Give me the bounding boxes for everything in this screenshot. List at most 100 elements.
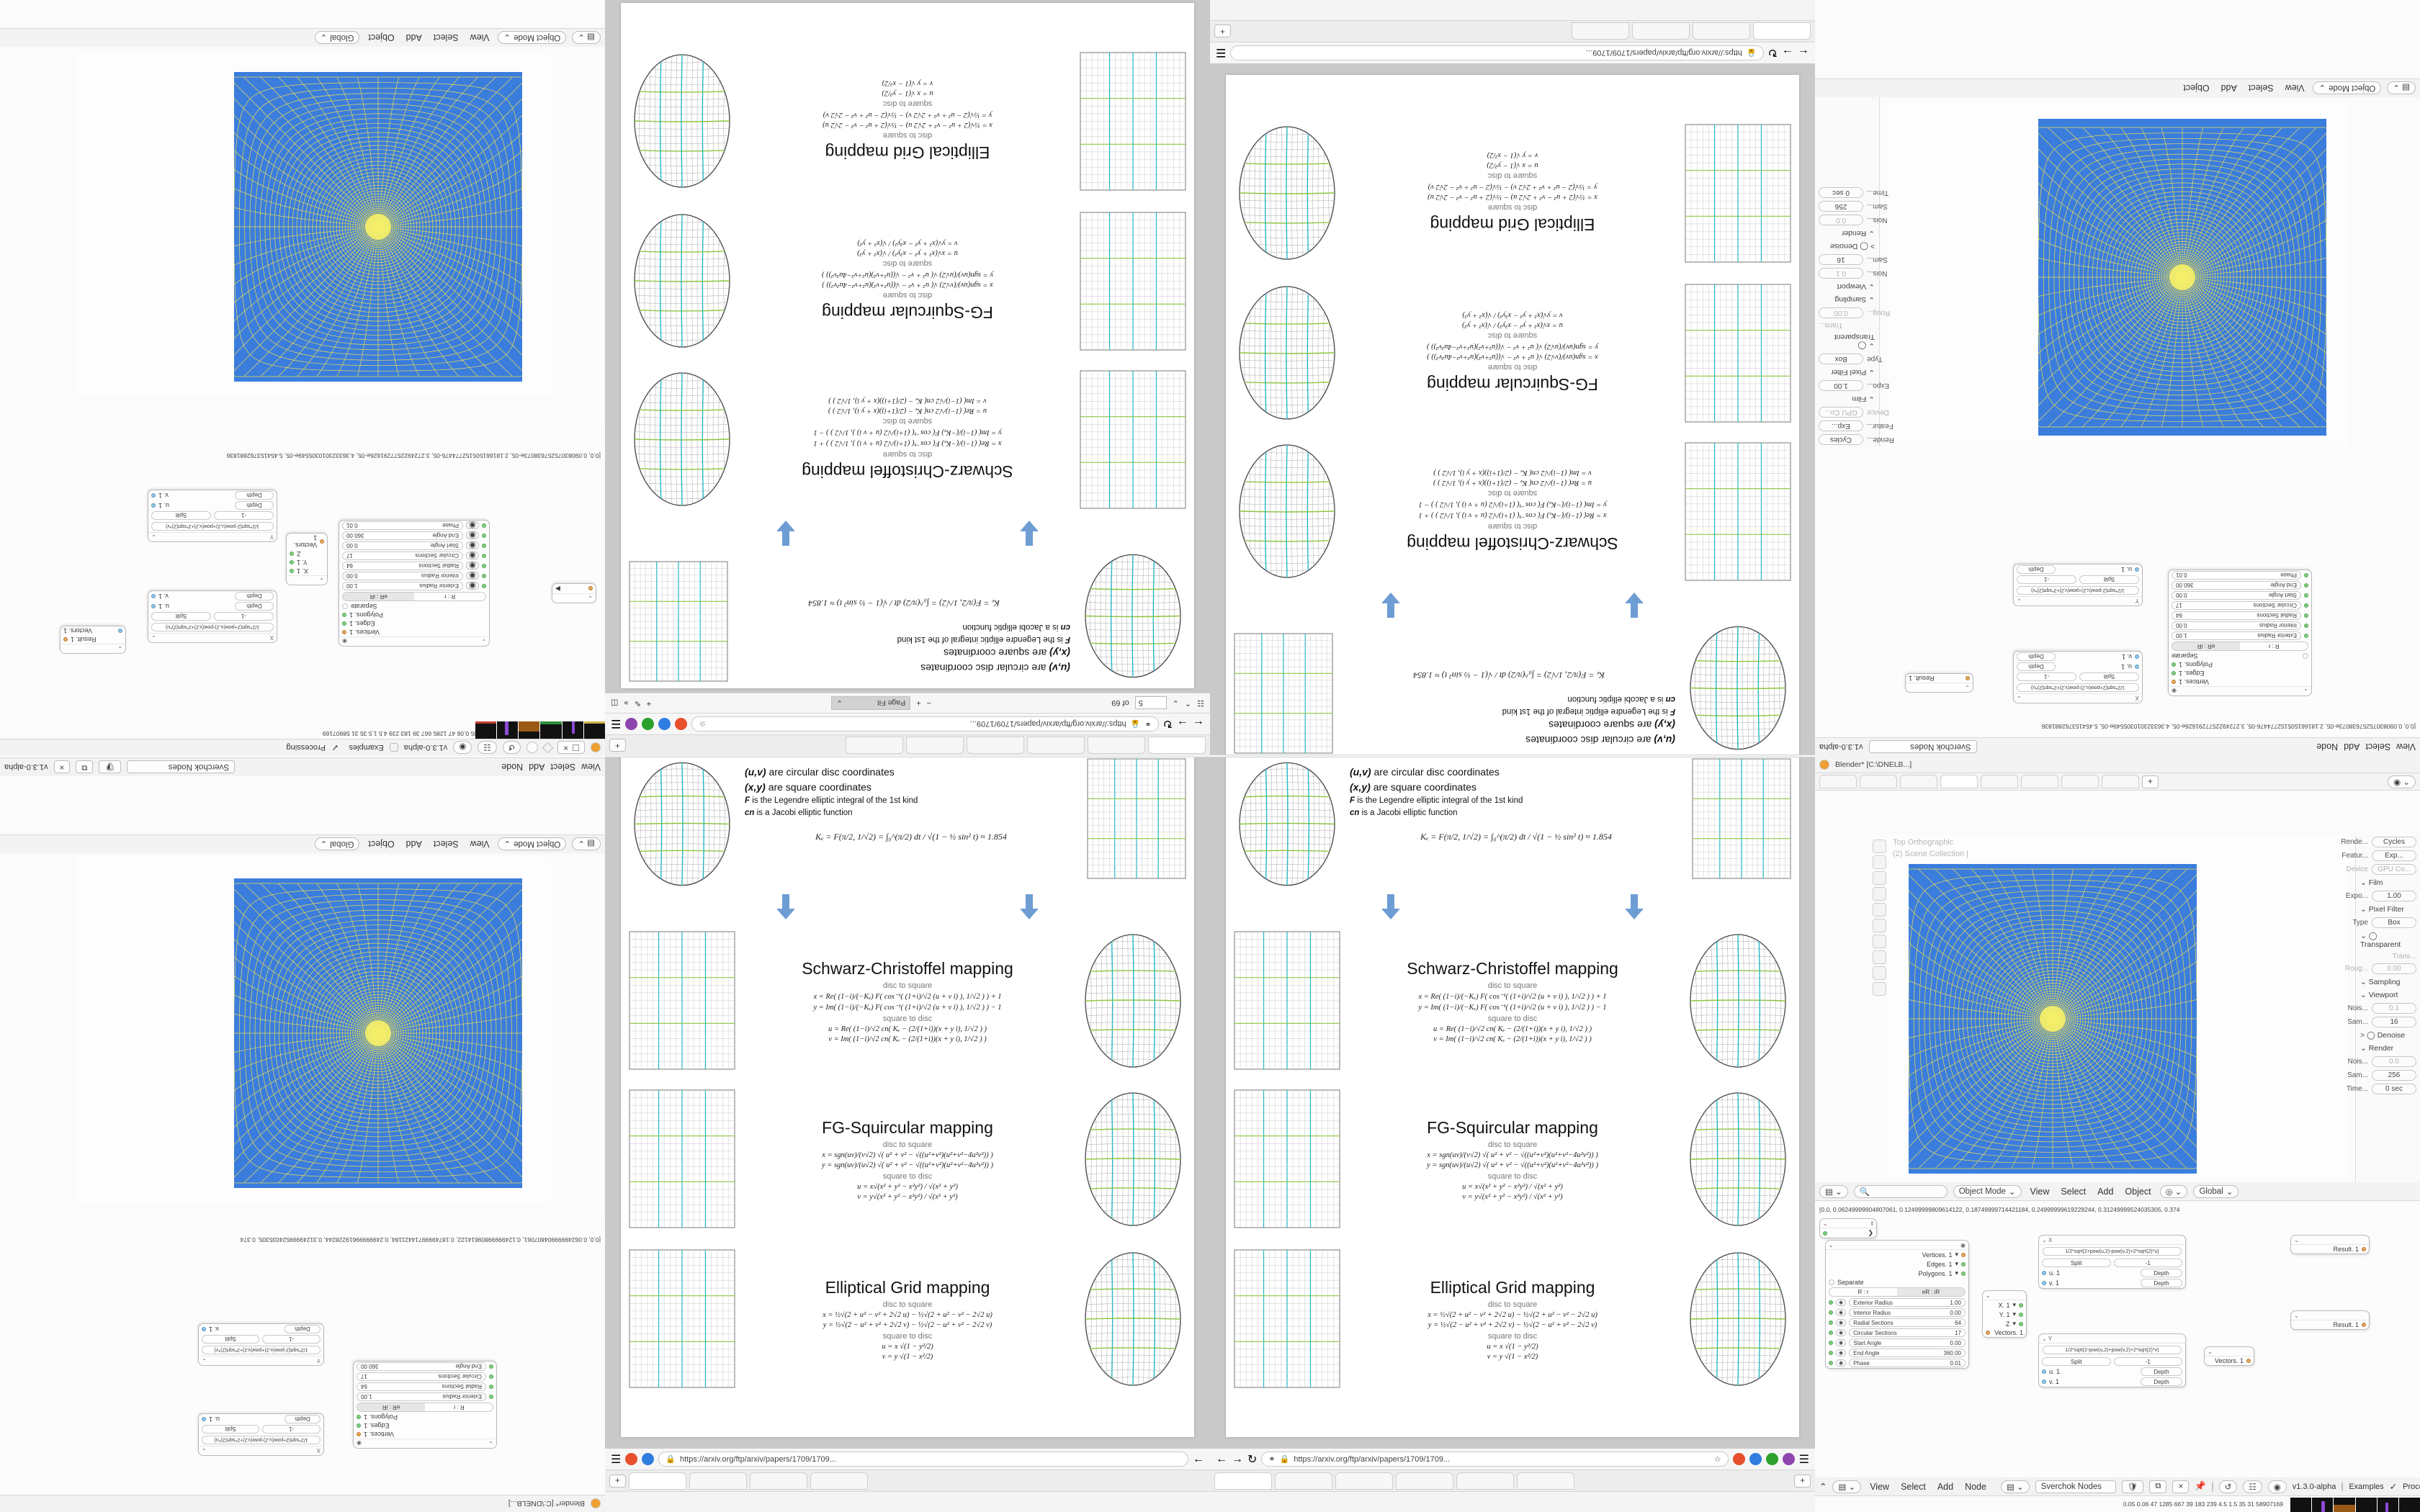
- node-header[interactable]: ⌄ X: [2039, 1236, 2185, 1245]
- prop-filter-type[interactable]: Type Box: [1815, 352, 1883, 366]
- blender-viewport-top-left[interactable]: [76, 50, 551, 396]
- browser-tab[interactable]: [810, 1472, 868, 1490]
- node-field[interactable]: ◉ Exterior Radius 1.00: [1826, 1297, 1968, 1308]
- editor-type-icon[interactable]: ▤ ⌄: [1819, 1184, 1848, 1198]
- split-value[interactable]: -1: [2113, 1259, 2182, 1267]
- menu-node[interactable]: Node: [501, 762, 524, 773]
- section-film[interactable]: ⌄ Film: [1852, 395, 1875, 403]
- node-header[interactable]: ⌄: [2291, 1236, 2369, 1245]
- expression-field[interactable]: 1/2*sqrt(2-pow(u,2)+pow(v,2)+2*sqrt(2)*v…: [2043, 1346, 2182, 1354]
- firefox-navbar-4[interactable]: ☰ 🔒 https://arxiv.org/ftp/arxiv/papers/1…: [605, 1449, 1210, 1470]
- field-value[interactable]: 17: [361, 1373, 367, 1380]
- node-formula-y-3[interactable]: Y ⌄ 1/2*sqrt(2-pow(u,2)+pow(v,2)+2*sqrt(2…: [2013, 564, 2143, 606]
- prop-value[interactable]: 0.00: [2372, 963, 2416, 974]
- forward-icon[interactable]: →: [1782, 47, 1793, 60]
- socket-polygons[interactable]: [342, 613, 346, 617]
- node-output-row[interactable]: Vertices. 1: [354, 1430, 496, 1439]
- prop-value[interactable]: 0 sec: [1819, 187, 1863, 198]
- prop-value[interactable]: Cycles: [1819, 434, 1863, 445]
- zoom-in-button[interactable]: +: [916, 698, 921, 708]
- split-button[interactable]: Split: [202, 1425, 260, 1434]
- prop-render-samples[interactable]: Sam... 256: [1815, 199, 1888, 213]
- url-bar-3[interactable]: 🔒 https://arxiv.org/ftp/arxiv/papers/170…: [1230, 45, 1764, 60]
- input-row[interactable]: v. 1 Depth: [2039, 1278, 2185, 1288]
- node-header[interactable]: Y ⌄: [199, 1356, 323, 1365]
- node-header[interactable]: ⌄: [1983, 1291, 2026, 1300]
- expression-field[interactable]: 1/2*sqrt(2+pow(u,2)-pow(v,2)+2*sqrt(2)*u…: [202, 1436, 321, 1444]
- menu-view[interactable]: View: [1870, 1481, 1890, 1492]
- prop-time-limit[interactable]: Time... 0 sec: [2347, 1082, 2420, 1096]
- socket-vertices[interactable]: [342, 630, 346, 634]
- back-icon[interactable]: ←: [1193, 718, 1204, 731]
- node-torus-4[interactable]: ⌄ ◉ Vertices. 1 ▾ Edges. 1 ▾ Polygons. 1 ▾ S…: [1825, 1240, 1969, 1369]
- node-output-row[interactable]: Result. 1: [1906, 674, 1973, 683]
- prop-value[interactable]: 256: [1819, 201, 1863, 212]
- menu-object[interactable]: Object: [2125, 1186, 2151, 1197]
- node-output-row[interactable]: ❯: [1820, 1228, 1876, 1238]
- menu-add[interactable]: Add: [529, 762, 545, 773]
- node-input-row[interactable]: Vectors. 1: [287, 534, 327, 549]
- browser-tab[interactable]: [1214, 1472, 1272, 1490]
- field-value[interactable]: 1.00: [2176, 632, 2187, 639]
- browser-tab[interactable]: [749, 1472, 807, 1490]
- prop-value[interactable]: 16: [2372, 1017, 2416, 1027]
- socket-edges[interactable]: [342, 621, 346, 626]
- field-value[interactable]: 0.00: [2176, 592, 2187, 599]
- tool-move-icon[interactable]: [1872, 887, 1886, 901]
- node-result-4b[interactable]: ⌄ Result. 1: [2290, 1310, 2370, 1330]
- split-value[interactable]: -1: [2017, 672, 2076, 681]
- field-value[interactable]: 0.00: [2176, 622, 2187, 629]
- reload-icon[interactable]: ↻: [1247, 1453, 1258, 1466]
- node-output-row[interactable]: Edges. 1: [2169, 669, 2311, 678]
- section-sampling[interactable]: ⌄ Sampling: [1834, 295, 1876, 304]
- close-icon[interactable]: ×: [53, 760, 71, 774]
- node-output-row[interactable]: Vertices. 1: [339, 628, 489, 636]
- extension-icon[interactable]: [658, 718, 671, 730]
- copy-icon[interactable]: ⧉: [76, 760, 94, 774]
- examples-menu[interactable]: Examples: [349, 743, 384, 752]
- extension-icon[interactable]: [642, 1453, 655, 1465]
- snap-toggle[interactable]: ↺: [2218, 1480, 2238, 1493]
- extension-icon[interactable]: [625, 718, 638, 730]
- window-buttons[interactable]: ×: [557, 741, 585, 755]
- node-output-row[interactable]: Result. 1: [60, 635, 125, 644]
- split-button[interactable]: Split: [2042, 1357, 2111, 1366]
- node-result-3[interactable]: ⌄ Result. 1: [1905, 673, 1973, 693]
- forward-icon[interactable]: →: [1232, 1452, 1243, 1465]
- prop-roughness[interactable]: Roug... 0.00: [1815, 306, 1890, 320]
- shading-toggle[interactable]: ◉: [453, 741, 472, 755]
- pdf-toolbar-2[interactable]: ☷ ⌃ ⌄ 5 of 69 − + Page Fit⌄ ⌖ ✎ » ◫: [1210, 756, 1815, 757]
- field-value[interactable]: 0.00: [346, 572, 358, 580]
- prop-value[interactable]: Cycles: [2372, 837, 2416, 847]
- node-torus-3[interactable]: ⌄ ◉ Vertices. 1 Edges. 1 Polygons. 1 Sepa…: [2168, 570, 2312, 696]
- split-value[interactable]: -1: [214, 612, 274, 621]
- tool-transform-icon[interactable]: [1872, 935, 1886, 948]
- field-value[interactable]: 0.01: [1950, 1359, 1961, 1367]
- tab-Rr[interactable]: R : r: [1857, 1289, 1869, 1295]
- browser-tab[interactable]: [1275, 1472, 1332, 1490]
- tool-cursor-icon[interactable]: [1872, 871, 1886, 885]
- prop-value[interactable]: GPU Co...: [2372, 864, 2416, 875]
- section-viewport[interactable]: ⌄ Viewport: [2360, 991, 2398, 999]
- prop-value[interactable]: 1.00: [2372, 891, 2416, 901]
- section-film[interactable]: ⌄ Film: [2360, 878, 2383, 887]
- split-row[interactable]: Split -1: [2014, 672, 2142, 682]
- pdf-toolbar-4[interactable]: « ✎ ⌖ Page Fit⌄ + − of 69 5 ⌃ ⌄ ◫: [605, 756, 1210, 757]
- field-value[interactable]: 17: [346, 552, 353, 559]
- prop-time-limit[interactable]: Time... 0 sec: [1815, 186, 1888, 199]
- node-header[interactable]: ⌄ ◉: [339, 636, 489, 646]
- node-output-row[interactable]: X. 1: [287, 567, 327, 575]
- tool-measure-icon[interactable]: [1872, 966, 1886, 980]
- tab-eRiR[interactable]: eR : iR: [343, 593, 414, 600]
- blender-topbar[interactable]: × ↺ ☷ ◉ v1.3.0-alpha Examples ✓ Processi…: [0, 739, 605, 756]
- back-icon[interactable]: ←: [1193, 1452, 1204, 1465]
- menu-object[interactable]: Object: [368, 839, 395, 850]
- node-header[interactable]: ⌄: [287, 575, 327, 585]
- copy-icon[interactable]: ⧉: [2149, 1480, 2167, 1493]
- input-row[interactable]: u. 1 Depth: [2014, 662, 2142, 672]
- browser-tab[interactable]: [689, 1472, 747, 1490]
- shading-toggle[interactable]: ◉: [2267, 1480, 2287, 1493]
- node-output-row[interactable]: Edges. 1 ▾: [1826, 1259, 1968, 1269]
- prop-value[interactable]: Exp...: [2372, 850, 2416, 861]
- field-value[interactable]: 64: [1955, 1319, 1961, 1326]
